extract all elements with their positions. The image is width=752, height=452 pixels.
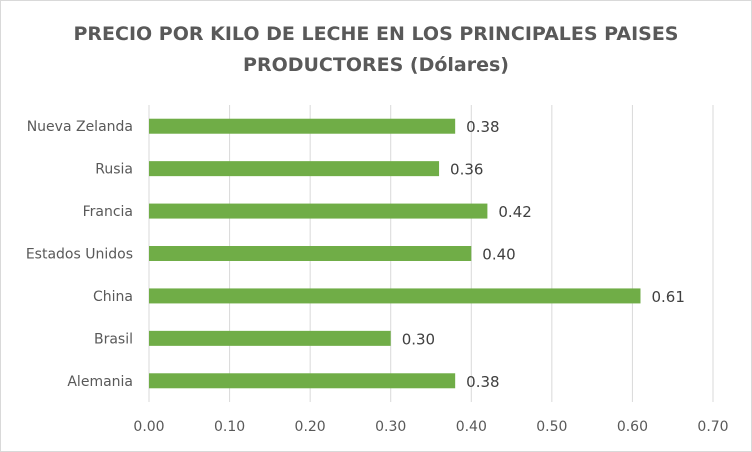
category-label: Brasil	[94, 331, 133, 347]
data-label: 0.30	[402, 330, 435, 348]
category-label: Rusia	[95, 162, 133, 178]
chart-title-line-1: PRECIO POR KILO DE LECHE EN LOS PRINCIPA…	[73, 23, 679, 45]
data-label: 0.38	[466, 373, 499, 391]
data-label: 0.38	[466, 118, 499, 136]
data-label: 0.61	[651, 288, 684, 306]
category-label: Estados Unidos	[26, 247, 133, 263]
x-tick-label: 0.40	[456, 419, 487, 435]
data-label: 0.36	[450, 161, 483, 179]
x-tick-label: 0.60	[617, 419, 648, 435]
category-label: Alemania	[67, 374, 133, 390]
bar	[149, 330, 391, 346]
bar	[149, 288, 641, 304]
bar	[149, 118, 456, 134]
x-tick-label: 0.70	[697, 419, 728, 435]
category-label: China	[93, 289, 133, 305]
bar	[149, 203, 488, 219]
x-tick-label: 0.50	[536, 419, 567, 435]
x-tick-label: 0.00	[133, 419, 164, 435]
bar	[149, 373, 456, 389]
bar	[149, 246, 472, 261]
x-tick-label: 0.10	[214, 419, 245, 435]
chart-title: PRECIO POR KILO DE LECHE EN LOS PRINCIPA…	[1, 19, 751, 81]
x-tick-label: 0.20	[295, 419, 326, 435]
category-label: Nueva Zelanda	[27, 119, 133, 135]
data-label: 0.40	[482, 246, 515, 264]
chart-title-line-2: PRODUCTORES (Dólares)	[243, 54, 509, 76]
category-label: Francia	[83, 204, 133, 220]
bar	[149, 161, 440, 177]
x-tick-label: 0.30	[375, 419, 406, 435]
data-label: 0.42	[498, 203, 531, 221]
